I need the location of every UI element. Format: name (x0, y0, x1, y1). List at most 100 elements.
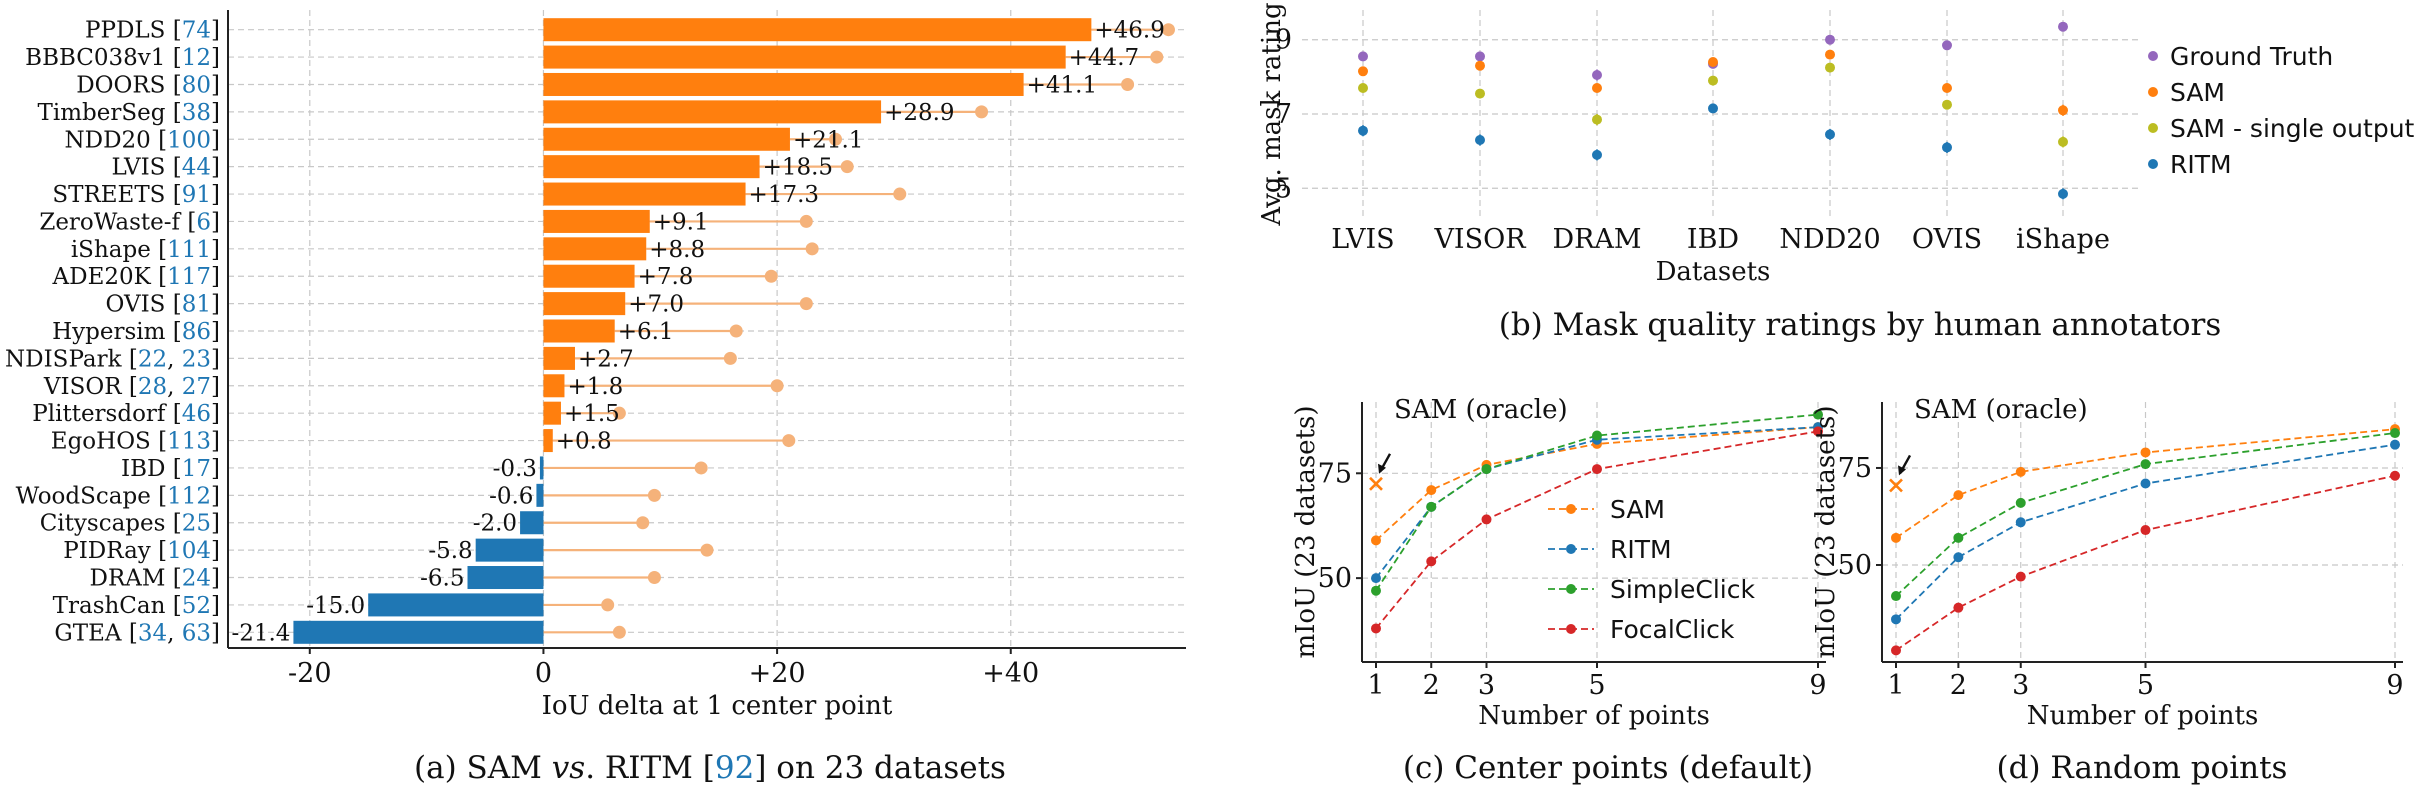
a-category-name: DRAM (90, 566, 166, 592)
b-ytick-label: 7 (1275, 99, 1292, 130)
a-bracket: [ (122, 346, 138, 372)
a-lollipop-dot (805, 242, 819, 256)
a-ref-number: 63 (182, 620, 211, 646)
a-ref-number: 27 (182, 374, 211, 400)
a-bracket: ] (211, 209, 220, 235)
line-point (2390, 439, 2400, 450)
a-bar-value: +2.7 (578, 346, 634, 372)
line-ytick-label: 50 (1318, 563, 1352, 594)
line-xtick-label: 5 (2137, 670, 2154, 701)
a-bar (293, 620, 544, 644)
a-bar-value: +44.7 (1069, 45, 1139, 71)
line-point (2015, 466, 2026, 477)
a-xlabel: IoU delta at 1 center point (542, 691, 893, 721)
a-category-name: EgoHOS (51, 429, 151, 455)
line-legend-marker (1566, 504, 1576, 514)
a-bar (543, 45, 1066, 69)
a-bracket: [ (165, 319, 181, 345)
a-lollipop-dot (975, 105, 989, 119)
a-lollipop-dot (893, 187, 907, 201)
a-lollipop-dot (723, 351, 737, 365)
a-bracket: ] (211, 346, 220, 372)
line-point (1426, 485, 1437, 496)
a-lollipop-dot (601, 598, 615, 612)
a-bar (543, 237, 647, 261)
line-point (1953, 552, 1964, 563)
a-category-name: iShape (71, 237, 151, 263)
a-category-name: Cityscapes (40, 511, 166, 537)
a-bracket: ] (211, 18, 220, 44)
b-point (1592, 83, 1602, 93)
a-lollipop-dot (1161, 23, 1175, 37)
a-bar (543, 429, 553, 453)
b-point (1592, 114, 1602, 125)
a-bracket: [ (165, 182, 181, 208)
b-point (1358, 83, 1368, 93)
a-category-label: PIDRay [104] (63, 538, 220, 564)
line-point (1891, 532, 1901, 543)
line-point (2140, 525, 2151, 536)
line-xtick-label: 5 (1588, 670, 1605, 701)
a-bracket: [ (165, 511, 181, 537)
a-ref-number: 113 (167, 429, 211, 455)
a-xtick-label: +20 (749, 658, 806, 689)
b-xtick-label: OVIS (1912, 224, 1982, 255)
a-bracket: ] (211, 593, 220, 619)
line-point (1953, 532, 1964, 543)
a-bracket: ] (211, 155, 220, 181)
a-ref-number: 74 (182, 18, 211, 44)
a-bar (368, 593, 544, 617)
oracle-annotation: SAM (oracle) (1394, 395, 1568, 425)
a-bar (543, 100, 882, 124)
a-bar (539, 456, 544, 480)
panel-c: SAM (oracle) 50 75 1 2 3 5 9 Number of points mIo… (1291, 395, 1827, 786)
b-point (1942, 40, 1952, 51)
a-category-label: BBBC038v1 [12] (25, 45, 220, 71)
b-xtick-label: iShape (2016, 224, 2110, 255)
line-legend-marker (1566, 544, 1576, 554)
a-category-label: VISOR [28, 27] (43, 374, 220, 400)
a-bar-value: +28.9 (884, 100, 954, 126)
a-bar-value: -2.0 (473, 511, 517, 537)
a-bracket: [ (165, 292, 181, 318)
a-bracket: [ (165, 155, 181, 181)
a-lollipop-dot (782, 434, 796, 448)
a-ref-number: 91 (182, 182, 211, 208)
b-point (1708, 57, 1718, 67)
a-bracket: ] (211, 374, 220, 400)
a-bracket: ] (211, 264, 220, 290)
a-bar-value: -0.6 (489, 483, 533, 509)
line-point (2390, 428, 2400, 439)
a-bracket: [ (165, 45, 181, 71)
line-point (1426, 556, 1437, 567)
a-category-label: DOORS [80] (76, 72, 220, 98)
a-lollipop-dot (770, 379, 784, 393)
b-legend-marker (2148, 51, 2158, 61)
a-bracket: [ (165, 456, 181, 482)
a-ref-number: 22 (138, 346, 167, 372)
a-category-name: IBD (121, 456, 165, 482)
a-xtick-label: -20 (288, 658, 331, 689)
b-point (1475, 51, 1485, 62)
a-lollipop-dot (612, 406, 626, 420)
a-bracket: [ (151, 429, 167, 455)
b-xtick-label: VISOR (1433, 224, 1526, 255)
a-category-name: NDD20 (65, 127, 151, 153)
b-point (1358, 66, 1368, 77)
b-point (1708, 103, 1718, 114)
line-ytick-label: 75 (1318, 458, 1352, 489)
a-bar (543, 18, 1092, 42)
b-legend-label: SAM - single output (2170, 114, 2415, 143)
b-point (2058, 105, 2068, 116)
a-bracket: [ (165, 18, 181, 44)
a-bracket: [ (122, 374, 138, 400)
b-ytick-label: 5 (1275, 173, 1292, 204)
a-category-name: STREETS (52, 182, 165, 208)
a-ref-number: 100 (167, 127, 211, 153)
a-category-label: ZeroWaste-f [6] (39, 209, 220, 235)
line-point (2140, 478, 2151, 489)
a-bracket: ] (211, 566, 220, 592)
a-category-label: NDD20 [100] (65, 127, 220, 153)
a-category-label: OVIS [81] (106, 292, 220, 318)
a-category-label: Plittersdorf [46] (32, 401, 220, 427)
